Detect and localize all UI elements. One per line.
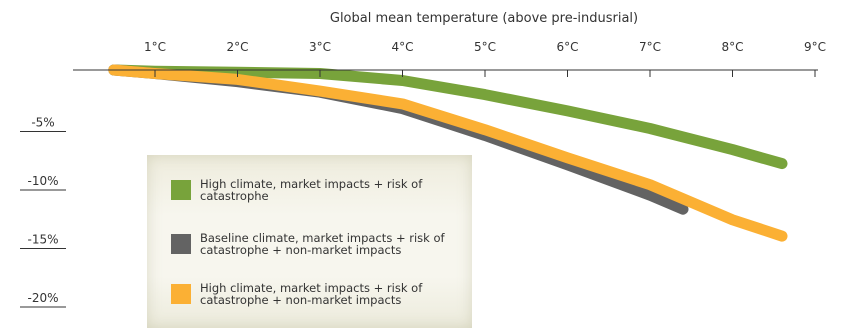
legend-swatch-green	[171, 180, 191, 200]
y-tick-label: -5%	[31, 116, 54, 130]
x-tick-label: 1°C	[144, 40, 166, 54]
y-tick-label: -20%	[27, 291, 58, 305]
legend: High climate, market impacts + risk of c…	[147, 155, 472, 328]
axis-layer: 1°C 2°C 3°C 4°C 5°C 6°C 7°C 8°C 9°C -5% -10% -15% -2…	[20, 40, 826, 308]
legend-label: High climate, market impacts + risk of c…	[200, 177, 423, 203]
chart-title: Global mean temperature (above pre-indus…	[330, 11, 638, 26]
legend-label: Baseline climate, market impacts + risk …	[200, 231, 445, 257]
x-tick-label: 4°C	[391, 40, 413, 54]
x-tick-label: 8°C	[721, 40, 743, 54]
legend-swatch-gray	[171, 234, 191, 254]
y-tick-label: -10%	[27, 174, 58, 188]
legend-item-high-climate-nonmarket: High climate, market impacts + risk of c…	[171, 282, 472, 306]
x-tick-label: 2°C	[226, 40, 248, 54]
x-tick-label: 9°C	[804, 40, 826, 54]
x-tick-label: 6°C	[556, 40, 578, 54]
x-tick-label: 7°C	[639, 40, 661, 54]
x-tick-label: 3°C	[309, 40, 331, 54]
x-tick-label: 5°C	[474, 40, 496, 54]
legend-item-high-climate-market: High climate, market impacts + risk of c…	[171, 178, 472, 202]
legend-item-baseline-climate: Baseline climate, market impacts + risk …	[171, 232, 472, 256]
series-line-3	[108, 64, 788, 242]
series-layer	[108, 64, 788, 242]
legend-swatch-orange	[171, 284, 191, 304]
y-tick-label: -15%	[27, 233, 58, 247]
legend-label: High climate, market impacts + risk of c…	[200, 281, 423, 307]
